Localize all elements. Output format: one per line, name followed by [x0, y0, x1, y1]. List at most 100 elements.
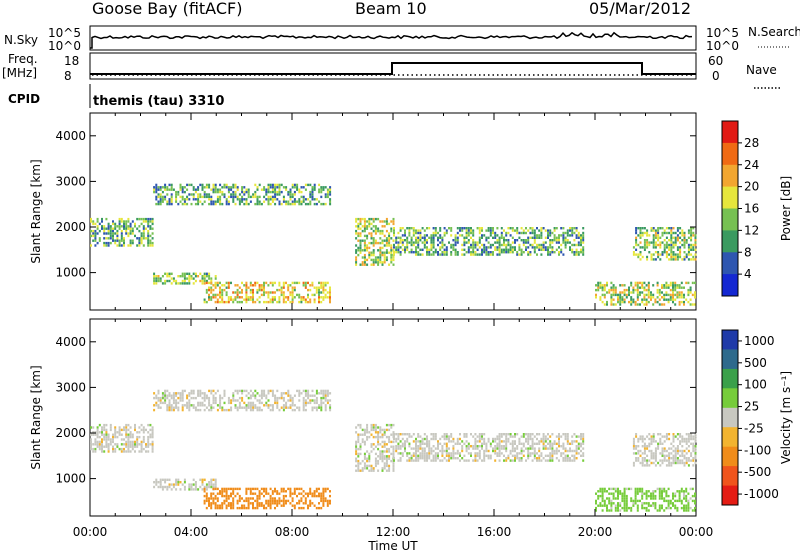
data-cell — [142, 440, 145, 444]
data-cell — [254, 193, 257, 196]
data-cell — [232, 504, 235, 507]
data-cell — [112, 229, 114, 233]
data-cell — [632, 300, 635, 304]
data-cell — [419, 231, 422, 235]
data-cell — [123, 426, 125, 429]
data-cell — [395, 239, 398, 242]
data-cell — [562, 442, 565, 445]
data-cell — [461, 449, 464, 453]
data-cell — [635, 435, 638, 438]
data-cell — [603, 504, 606, 507]
data-cell — [147, 225, 150, 228]
data-cell — [230, 408, 233, 412]
data-cell — [645, 497, 648, 500]
data-cell — [225, 487, 228, 491]
data-cell — [329, 288, 331, 292]
data-cell — [370, 237, 373, 240]
data-cell — [298, 408, 301, 412]
data-cell — [208, 481, 211, 484]
data-cell — [166, 272, 169, 275]
data-cell — [357, 227, 360, 230]
data-cell — [249, 492, 252, 495]
data-cell — [377, 438, 380, 441]
data-cell — [326, 499, 329, 503]
data-cell — [564, 449, 567, 453]
data-cell — [254, 202, 257, 206]
data-cell — [271, 186, 274, 189]
data-cell — [485, 229, 488, 232]
data-cell — [274, 186, 277, 189]
data-cell — [531, 437, 534, 441]
colorbar-tick-label: -1000 — [744, 487, 779, 501]
data-cell — [507, 241, 510, 244]
data-cell — [219, 202, 222, 206]
data-cell — [683, 497, 685, 500]
data-cell — [529, 435, 532, 438]
data-cell — [313, 490, 316, 493]
data-cell — [219, 506, 221, 510]
data-cell — [558, 236, 560, 239]
data-cell — [379, 452, 382, 456]
data-cell — [225, 281, 228, 285]
data-cell — [448, 437, 450, 441]
data-cell — [181, 202, 184, 206]
data-cell — [359, 241, 362, 245]
data-cell — [632, 442, 635, 445]
data-cell — [392, 464, 395, 468]
data-cell — [641, 502, 644, 505]
data-cell — [252, 296, 254, 299]
data-cell — [320, 281, 323, 285]
data-cell — [363, 428, 366, 432]
data-cell — [459, 234, 461, 237]
data-cell — [355, 258, 358, 262]
data-cell — [221, 487, 224, 491]
data-cell — [421, 253, 424, 256]
data-cell — [324, 389, 327, 393]
data-cell — [205, 195, 208, 199]
data-cell — [617, 298, 619, 301]
data-cell — [659, 442, 662, 445]
data-cell — [681, 440, 684, 443]
data-cell — [120, 428, 123, 432]
data-cell — [329, 392, 332, 395]
data-cell — [639, 236, 642, 239]
data-cell — [511, 449, 514, 453]
data-cell — [580, 239, 582, 242]
data-cell — [370, 423, 373, 427]
data-cell — [669, 499, 672, 503]
data-cell — [478, 253, 481, 256]
data-cell — [392, 455, 395, 458]
data-cell — [608, 492, 611, 495]
data-cell — [680, 286, 683, 289]
data-cell — [138, 241, 141, 245]
data-cell — [263, 394, 266, 397]
data-cell — [641, 461, 644, 465]
data-cell — [531, 459, 534, 462]
data-cell — [372, 220, 375, 223]
data-cell — [96, 232, 99, 235]
data-cell — [177, 396, 180, 400]
data-cell — [542, 435, 545, 438]
data-cell — [230, 186, 233, 189]
data-cell — [374, 241, 377, 245]
data-cell — [357, 217, 360, 221]
data-cell — [359, 433, 362, 436]
data-cell — [170, 282, 173, 285]
data-cell — [423, 447, 426, 450]
data-cell — [648, 464, 651, 467]
data-cell — [432, 236, 435, 239]
data-cell — [282, 497, 285, 500]
data-cell — [392, 447, 395, 451]
data-cell — [415, 440, 417, 443]
data-cell — [643, 248, 646, 251]
data-cell — [129, 229, 132, 233]
data-cell — [256, 281, 259, 285]
data-cell — [694, 492, 696, 495]
data-cell — [159, 401, 162, 405]
data-cell — [134, 428, 136, 432]
data-cell — [694, 509, 696, 512]
data-cell — [643, 246, 646, 249]
data-cell — [472, 251, 475, 254]
data-cell — [685, 509, 688, 512]
data-cell — [507, 433, 510, 436]
